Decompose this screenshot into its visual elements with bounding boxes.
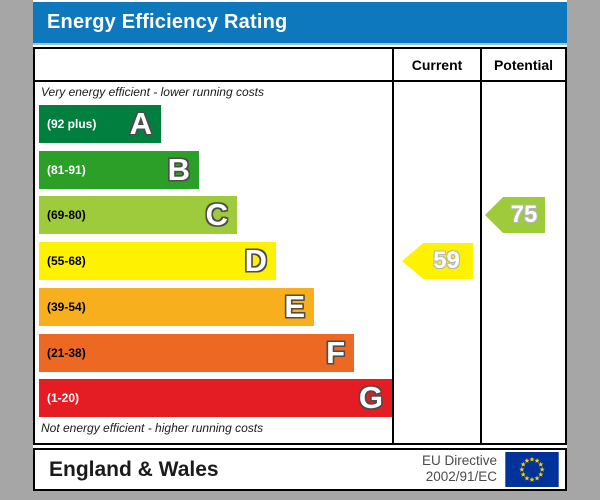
band-f-letter: F bbox=[326, 335, 345, 370]
bands-area: Very energy efficient - lower running co… bbox=[35, 82, 392, 443]
column-header-current: Current bbox=[411, 56, 463, 73]
note-bottom: Not energy efficient - higher running co… bbox=[41, 421, 264, 435]
potential-score-cell: 75 bbox=[482, 82, 565, 443]
potential-rating-arrow: 75 bbox=[485, 197, 545, 233]
band-b-range: (81-91) bbox=[47, 163, 86, 177]
page-title: Energy Efficiency Rating bbox=[47, 11, 288, 33]
eu-directive-label: EU Directive 2002/91/EC bbox=[422, 453, 497, 486]
band-c-range: (69-80) bbox=[47, 208, 86, 222]
band-f: (21-38) F bbox=[39, 334, 354, 372]
column-divider-potential bbox=[480, 49, 482, 443]
band-g-letter: G bbox=[358, 380, 383, 415]
band-f-range: (21-38) bbox=[47, 346, 86, 360]
footer-bar: England & Wales EU Directive 2002/91/EC bbox=[33, 448, 567, 491]
band-e-range: (39-54) bbox=[47, 300, 86, 314]
band-g-range: (1-20) bbox=[47, 391, 80, 405]
note-top: Very energy efficient - lower running co… bbox=[41, 85, 264, 99]
current-rating-arrow: 59 bbox=[402, 243, 473, 279]
header-separator bbox=[35, 80, 565, 82]
band-d-range: (55-68) bbox=[47, 254, 86, 268]
band-e: (39-54) E bbox=[39, 288, 314, 326]
eu-flag-icon bbox=[505, 452, 559, 487]
band-a-letter: A bbox=[129, 106, 152, 141]
column-divider-current bbox=[392, 49, 394, 443]
region-label: England & Wales bbox=[49, 457, 219, 481]
band-b-letter: B bbox=[167, 152, 190, 187]
band-g: (1-20) G bbox=[39, 379, 392, 417]
band-d: (55-68) D bbox=[39, 242, 276, 280]
epc-rating-chart: Energy Efficiency Rating Current Potenti… bbox=[33, 0, 567, 491]
band-e-letter: E bbox=[284, 289, 305, 324]
rating-table: Current Potential Very energy efficient … bbox=[33, 47, 567, 445]
band-a: (92 plus) A bbox=[39, 105, 161, 143]
band-c: (69-80) C bbox=[39, 196, 237, 234]
chart-title-bar: Energy Efficiency Rating bbox=[33, 2, 567, 45]
eu-directive-line1: EU Directive bbox=[421, 453, 497, 468]
eu-directive-line2: 2002/91/EC bbox=[425, 469, 497, 485]
band-c-letter: C bbox=[205, 197, 228, 232]
band-a-range: (92 plus) bbox=[47, 117, 97, 131]
band-d-letter: D bbox=[244, 243, 267, 278]
band-b: (81-91) B bbox=[39, 151, 199, 189]
current-score-cell: 59 bbox=[394, 82, 480, 443]
current-rating-value: 59 bbox=[433, 247, 460, 274]
potential-rating-value: 75 bbox=[510, 201, 538, 228]
column-header-potential: Potential bbox=[493, 56, 554, 73]
